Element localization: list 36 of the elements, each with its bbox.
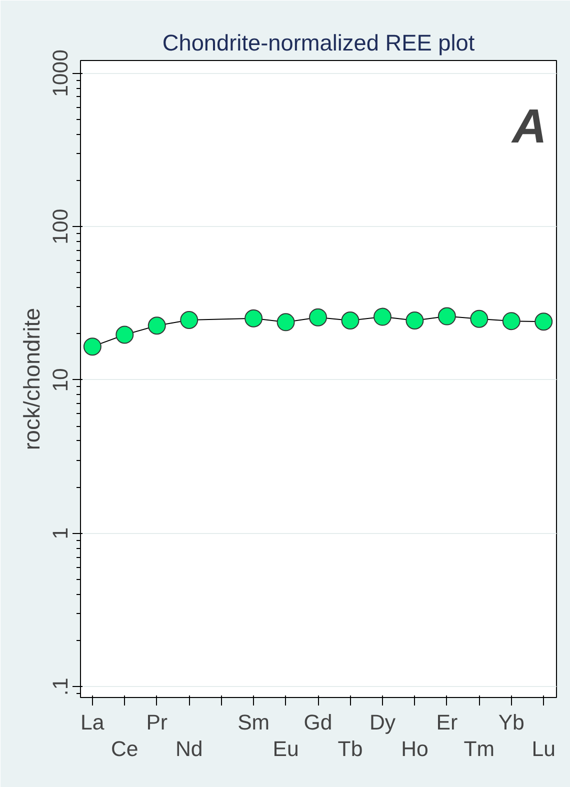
- x-tick-label: Sm: [238, 710, 270, 734]
- x-tick-label: Ho: [401, 736, 428, 761]
- x-tick-label: Lu: [532, 736, 556, 761]
- y-tick-label: .1: [48, 678, 72, 696]
- y-tick-label: 1: [48, 527, 72, 540]
- x-tick-label: La: [80, 710, 104, 734]
- point: [309, 308, 328, 326]
- chart-title: Chondrite-normalized REE plot: [162, 30, 476, 56]
- x-tick-label: Nd: [175, 736, 203, 761]
- point: [406, 312, 424, 330]
- point: [180, 310, 198, 329]
- y-tick-label: 1000: [48, 49, 72, 97]
- x-tick-label: Tb: [338, 736, 363, 761]
- x-tick-label: Gd: [304, 710, 332, 734]
- y-tick-label: 100: [48, 208, 72, 244]
- x-tick-label: Yb: [498, 710, 524, 734]
- x-tick-label: Er: [436, 710, 458, 734]
- x-tick-label: Pr: [146, 710, 168, 734]
- y-axis-title: rock/chondrite: [18, 308, 44, 450]
- point: [83, 338, 102, 356]
- x-tick-label: Dy: [369, 710, 396, 734]
- point: [534, 312, 553, 331]
- point: [502, 312, 520, 330]
- point: [244, 309, 263, 328]
- y-tick-label: 10: [48, 368, 72, 392]
- point: [373, 308, 392, 326]
- x-tick-label: Ce: [111, 736, 138, 761]
- point: [438, 307, 456, 326]
- point: [470, 310, 488, 328]
- annotation: A: [511, 100, 547, 154]
- point: [148, 316, 166, 335]
- point: [341, 312, 360, 330]
- point: [276, 313, 295, 332]
- x-tick-label: Tm: [464, 736, 495, 761]
- point: [116, 326, 134, 344]
- x-tick-label: Eu: [272, 736, 299, 761]
